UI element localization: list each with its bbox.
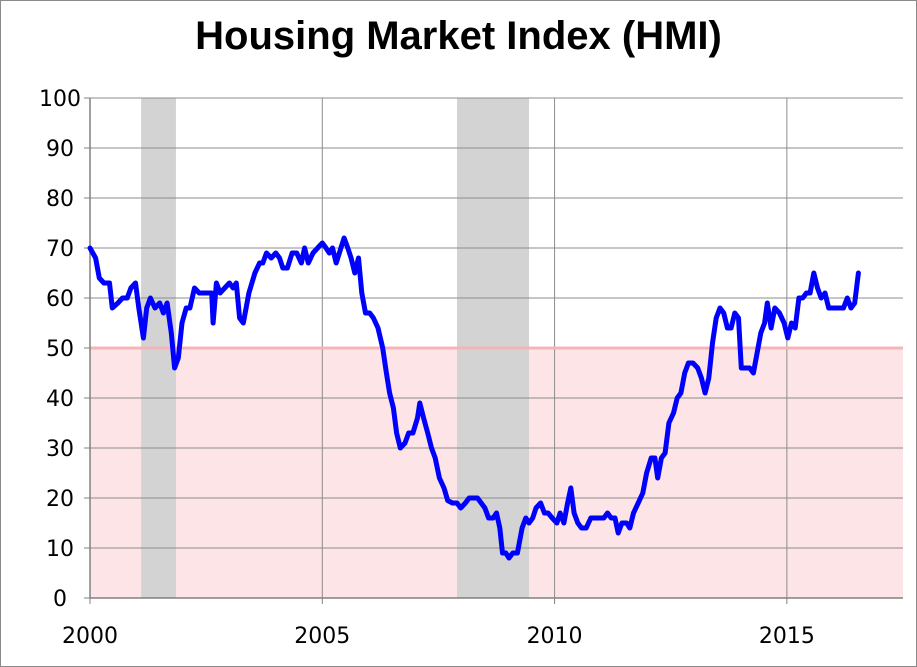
y-tick-label-90: 90 xyxy=(46,137,74,162)
y-tick-label-80: 80 xyxy=(46,187,74,212)
x-tick-label-2005: 2005 xyxy=(294,624,350,649)
y-tick-label-10: 10 xyxy=(46,537,74,562)
x-tick-label-2010: 2010 xyxy=(527,624,583,649)
y-tick-label-20: 20 xyxy=(46,487,74,512)
chart-title: Housing Market Index (HMI) xyxy=(195,14,722,58)
y-tick-label-0: 0 xyxy=(53,587,67,612)
x-tick-label-2000: 2000 xyxy=(62,624,118,649)
y-tick-label-100: 100 xyxy=(39,87,81,112)
y-tick-label-50: 50 xyxy=(46,337,74,362)
y-tick-label-70: 70 xyxy=(46,237,74,262)
x-tick-label-2015: 2015 xyxy=(759,624,815,649)
y-tick-label-30: 30 xyxy=(46,437,74,462)
y-tick-label-40: 40 xyxy=(46,387,74,412)
hmi-series-line xyxy=(87,235,861,561)
y-tick-label-60: 60 xyxy=(46,287,74,312)
